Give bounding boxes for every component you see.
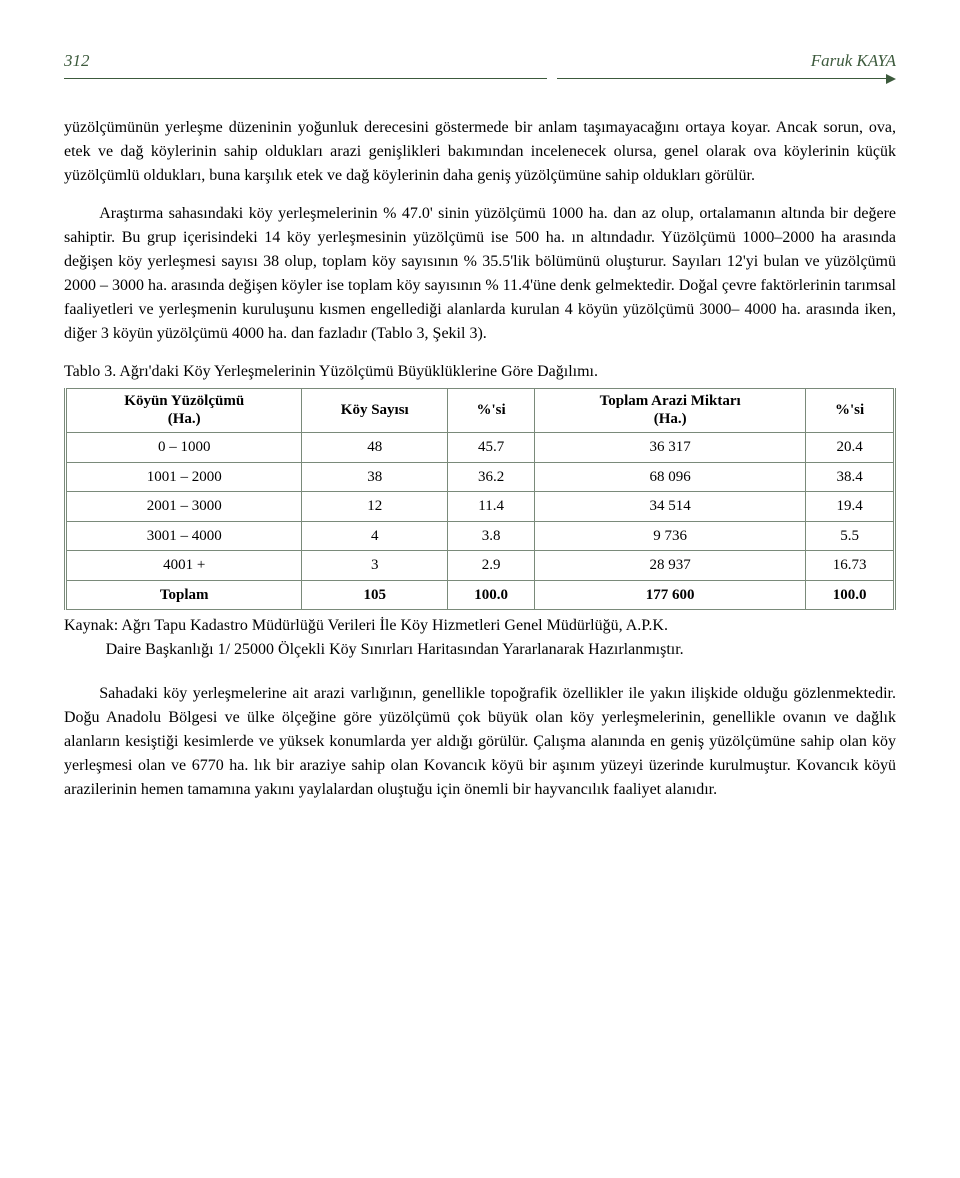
cell-pct: 3.8 bbox=[448, 521, 535, 551]
table-row-total: Toplam 105 100.0 177 600 100.0 bbox=[66, 580, 895, 610]
cell-pct: 2.9 bbox=[448, 551, 535, 581]
author-name: Faruk KAYA bbox=[811, 48, 896, 74]
rule-segment bbox=[64, 78, 547, 79]
cell-count: 48 bbox=[302, 433, 448, 463]
header-rule bbox=[64, 78, 896, 88]
table-row: 0 – 1000 48 45.7 36 317 20.4 bbox=[66, 433, 895, 463]
table-source: Kaynak: Ağrı Tapu Kadastro Müdürlüğü Ver… bbox=[64, 614, 896, 662]
cell-pct: 100.0 bbox=[448, 580, 535, 610]
cell-range: Toplam bbox=[66, 580, 302, 610]
table-row: 1001 – 2000 38 36.2 68 096 38.4 bbox=[66, 462, 895, 492]
cell-count: 38 bbox=[302, 462, 448, 492]
col-area-range-l2: (Ha.) bbox=[168, 411, 201, 427]
col-village-count: Köy Sayısı bbox=[302, 388, 448, 433]
cell-pct: 45.7 bbox=[448, 433, 535, 463]
col-area-range-l1: Köyün Yüzölçümü bbox=[124, 393, 244, 409]
cell-range: 4001 + bbox=[66, 551, 302, 581]
col-area-range: Köyün Yüzölçümü (Ha.) bbox=[66, 388, 302, 433]
cell-range: 1001 – 2000 bbox=[66, 462, 302, 492]
col-pct: %'si bbox=[448, 388, 535, 433]
cell-count: 105 bbox=[302, 580, 448, 610]
rule-arrow-stem bbox=[557, 78, 890, 79]
cell-area: 9 736 bbox=[535, 521, 806, 551]
cell-count: 3 bbox=[302, 551, 448, 581]
cell-area: 36 317 bbox=[535, 433, 806, 463]
cell-area-pct: 20.4 bbox=[806, 433, 895, 463]
cell-area-pct: 38.4 bbox=[806, 462, 895, 492]
cell-pct: 36.2 bbox=[448, 462, 535, 492]
cell-area: 28 937 bbox=[535, 551, 806, 581]
col-total-area-l2: (Ha.) bbox=[654, 411, 687, 427]
source-line-2: Daire Başkanlığı 1/ 25000 Ölçekli Köy Sı… bbox=[64, 638, 896, 662]
cell-area-pct: 5.5 bbox=[806, 521, 895, 551]
col-area-pct: %'si bbox=[806, 388, 895, 433]
cell-count: 4 bbox=[302, 521, 448, 551]
cell-area: 34 514 bbox=[535, 492, 806, 522]
table-row: 2001 – 3000 12 11.4 34 514 19.4 bbox=[66, 492, 895, 522]
cell-range: 3001 – 4000 bbox=[66, 521, 302, 551]
paragraph-2: Araştırma sahasındaki köy yerleşmelerini… bbox=[64, 202, 896, 346]
cell-area-pct: 19.4 bbox=[806, 492, 895, 522]
cell-area-pct: 100.0 bbox=[806, 580, 895, 610]
table-header-row: Köyün Yüzölçümü (Ha.) Köy Sayısı %'si To… bbox=[66, 388, 895, 433]
paragraph-1: yüzölçümünün yerleşme düzeninin yoğunluk… bbox=[64, 116, 896, 188]
cell-range: 2001 – 3000 bbox=[66, 492, 302, 522]
source-line-1: Kaynak: Ağrı Tapu Kadastro Müdürlüğü Ver… bbox=[64, 617, 668, 634]
cell-area: 177 600 bbox=[535, 580, 806, 610]
col-total-area: Toplam Arazi Miktarı (Ha.) bbox=[535, 388, 806, 433]
village-area-table: Köyün Yüzölçümü (Ha.) Köy Sayısı %'si To… bbox=[64, 388, 896, 611]
table-row: 3001 – 4000 4 3.8 9 736 5.5 bbox=[66, 521, 895, 551]
page-number: 312 bbox=[64, 48, 90, 74]
cell-count: 12 bbox=[302, 492, 448, 522]
paragraph-3: Sahadaki köy yerleşmelerine ait arazi va… bbox=[64, 682, 896, 802]
table-body: 0 – 1000 48 45.7 36 317 20.4 1001 – 2000… bbox=[66, 433, 895, 610]
cell-area: 68 096 bbox=[535, 462, 806, 492]
cell-area-pct: 16.73 bbox=[806, 551, 895, 581]
cell-pct: 11.4 bbox=[448, 492, 535, 522]
rule-arrow-icon bbox=[886, 74, 896, 84]
col-total-area-l1: Toplam Arazi Miktarı bbox=[600, 393, 741, 409]
cell-range: 0 – 1000 bbox=[66, 433, 302, 463]
table-caption: Tablo 3. Ağrı'daki Köy Yerleşmelerinin Y… bbox=[64, 360, 896, 384]
table-row: 4001 + 3 2.9 28 937 16.73 bbox=[66, 551, 895, 581]
page-header: 312 Faruk KAYA bbox=[64, 48, 896, 74]
